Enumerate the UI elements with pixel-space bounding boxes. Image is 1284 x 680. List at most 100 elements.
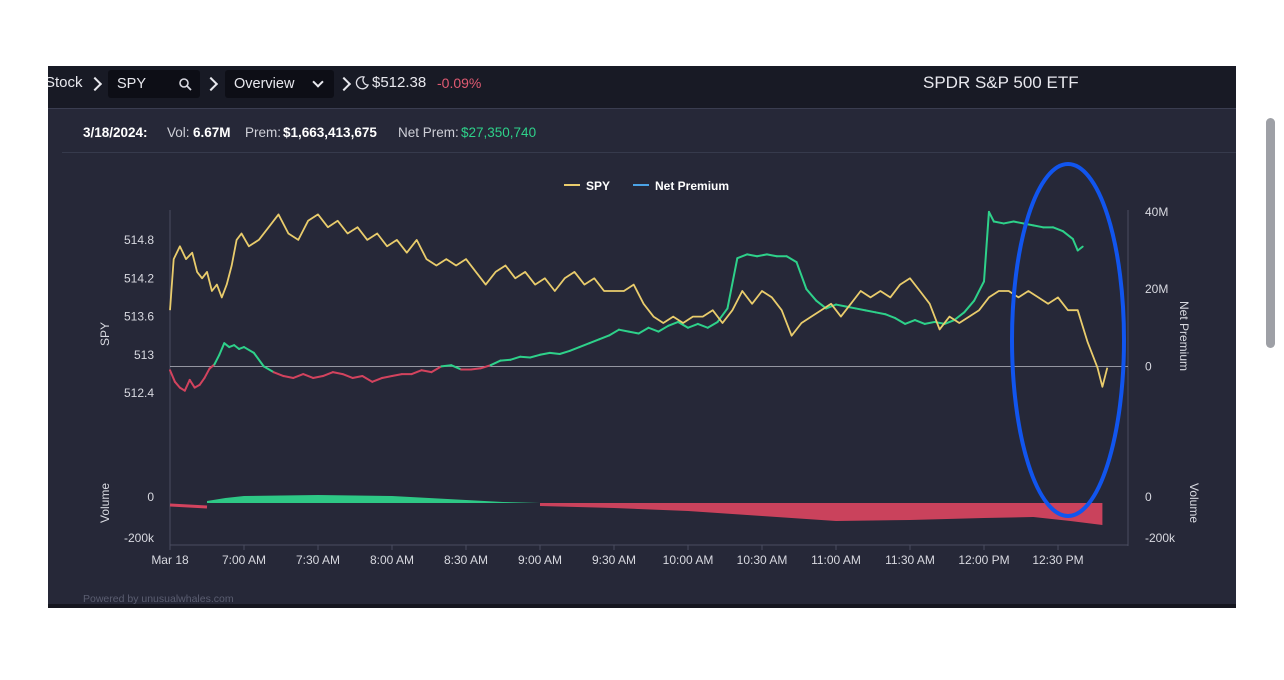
net-premium-value: $27,350,740 bbox=[461, 125, 537, 140]
net-premium-segment bbox=[198, 376, 206, 386]
net-premium-segment bbox=[588, 338, 601, 345]
scrollbar[interactable] bbox=[1266, 118, 1275, 348]
chart-panel: Stock SPY Overview $512.38 -0.09% SPDR S… bbox=[48, 66, 1236, 608]
x-tick-label: 12:30 PM bbox=[1032, 553, 1083, 567]
premium-value: $1,663,413,675 bbox=[283, 125, 377, 140]
net-premium-segment bbox=[894, 317, 907, 325]
net-premium-segment bbox=[351, 375, 364, 379]
net-premium-segment bbox=[188, 378, 196, 389]
net-premium-label: Net Prem: bbox=[398, 125, 459, 140]
right-tick-label: 40M bbox=[1145, 205, 1168, 219]
spy-net-premium-chart: SPY Net Premium 514.8 514.2 513.6 513 512.4 SPY… bbox=[98, 162, 1201, 567]
volume-tick-label: -200k bbox=[124, 531, 155, 545]
view-select[interactable]: Overview bbox=[225, 70, 334, 98]
net-premium-segment bbox=[953, 311, 966, 322]
net-premium-segment bbox=[223, 342, 231, 349]
left-tick-label: 513.6 bbox=[124, 310, 154, 324]
net-premium-segment bbox=[973, 280, 985, 302]
left-tick-label: 513 bbox=[134, 348, 154, 362]
x-tick-label: 12:00 PM bbox=[958, 553, 1009, 567]
net-premium-segment bbox=[987, 210, 995, 223]
breadcrumb-category[interactable]: Stock bbox=[48, 74, 83, 91]
net-premium-segment bbox=[617, 328, 630, 333]
volume-tick-label: 0 bbox=[147, 490, 154, 504]
net-premium-segment bbox=[1076, 245, 1084, 252]
left-tick-label: 514.2 bbox=[124, 271, 154, 285]
x-tick-label: 9:30 AM bbox=[592, 553, 636, 567]
net-premium-segment bbox=[430, 365, 443, 374]
search-icon bbox=[179, 78, 192, 91]
net-premium-segment bbox=[213, 353, 221, 366]
right-tick-label: 20M bbox=[1145, 282, 1168, 296]
net-premium-segment bbox=[706, 320, 719, 329]
net-premium-segment bbox=[627, 330, 640, 335]
net-premium-segment bbox=[539, 351, 551, 356]
net-premium-segment bbox=[983, 210, 990, 283]
net-premium-segment bbox=[282, 375, 295, 379]
net-premium-segment bbox=[529, 353, 541, 359]
ticker-search-input[interactable]: SPY bbox=[108, 70, 200, 98]
net-premium-segment bbox=[558, 349, 571, 356]
legend-net-premium-label: Net Premium bbox=[655, 179, 729, 193]
net-premium-segment bbox=[252, 351, 265, 368]
net-premium-segment bbox=[608, 328, 620, 337]
net-premium-segment bbox=[450, 364, 463, 371]
footer-credit: Powered by unusualwhales.com bbox=[83, 593, 234, 605]
price-value: $512.38 bbox=[372, 74, 427, 91]
net-premium-segment bbox=[943, 319, 956, 325]
net-premium-segment bbox=[203, 367, 211, 379]
left-axis-title: SPY bbox=[98, 322, 112, 346]
net-premium-segment bbox=[825, 303, 837, 310]
net-premium-segment bbox=[647, 326, 660, 333]
volume-axis-title-left: Volume bbox=[98, 483, 112, 523]
net-premium-segment bbox=[696, 322, 709, 329]
volume-value: 6.67M bbox=[193, 125, 231, 140]
net-premium-segment bbox=[183, 378, 191, 392]
net-premium-segment bbox=[321, 371, 334, 378]
net-premium-segment bbox=[568, 346, 581, 352]
x-tick-label: 9:00 AM bbox=[518, 553, 562, 567]
moon-icon bbox=[355, 76, 369, 90]
net-premium-segment bbox=[785, 255, 798, 264]
net-premium-segment bbox=[272, 371, 285, 378]
volume-negative-area bbox=[540, 503, 1103, 525]
net-premium-segment bbox=[331, 371, 344, 376]
volume-tick-label-right: 0 bbox=[1145, 490, 1152, 504]
net-premium-segment bbox=[262, 365, 275, 374]
net-premium-segment bbox=[864, 309, 877, 314]
ticker-value: SPY bbox=[117, 76, 147, 92]
net-premium-segment bbox=[499, 358, 512, 362]
legend-spy-label: SPY bbox=[586, 179, 610, 193]
volume-area bbox=[169, 495, 1103, 525]
top-navigation-bar: Stock SPY Overview $512.38 -0.09% SPDR S… bbox=[48, 66, 1236, 108]
net-premium-segment bbox=[469, 367, 482, 371]
instrument-title: SPDR S&P 500 ETF bbox=[923, 73, 1079, 92]
right-tick-label: 0 bbox=[1145, 359, 1152, 373]
net-premium-segment bbox=[598, 334, 611, 341]
net-premium-segment bbox=[312, 375, 324, 379]
net-premium-segment bbox=[410, 369, 423, 376]
net-premium-segment bbox=[904, 319, 916, 325]
net-premium-segment bbox=[963, 299, 976, 314]
left-tick-label: 512.4 bbox=[124, 386, 154, 400]
net-premium-segment bbox=[923, 320, 936, 325]
net-premium-segment bbox=[509, 355, 522, 361]
spy-series-line bbox=[169, 213, 1109, 388]
net-premium-segment bbox=[992, 220, 1005, 225]
net-premium-segment bbox=[1061, 230, 1074, 240]
volume-tick-label-right: -200k bbox=[1145, 531, 1176, 545]
net-premium-segment bbox=[657, 324, 670, 333]
bottom-border bbox=[48, 604, 1236, 608]
x-tick-label: 11:30 AM bbox=[885, 553, 935, 567]
net-premium-segment bbox=[489, 359, 502, 367]
x-tick-label: 8:30 AM bbox=[444, 553, 488, 567]
net-premium-segment bbox=[795, 261, 808, 291]
net-premium-segment bbox=[854, 307, 867, 312]
net-premium-segment bbox=[726, 257, 739, 310]
x-tick-label: 10:30 AM bbox=[737, 553, 788, 567]
net-premium-segment bbox=[243, 346, 255, 354]
net-premium-segment bbox=[578, 342, 591, 349]
volume-negative-area-early bbox=[169, 503, 208, 509]
net-premium-segment bbox=[1002, 220, 1015, 225]
x-tick-label: 11:00 AM bbox=[811, 553, 861, 567]
